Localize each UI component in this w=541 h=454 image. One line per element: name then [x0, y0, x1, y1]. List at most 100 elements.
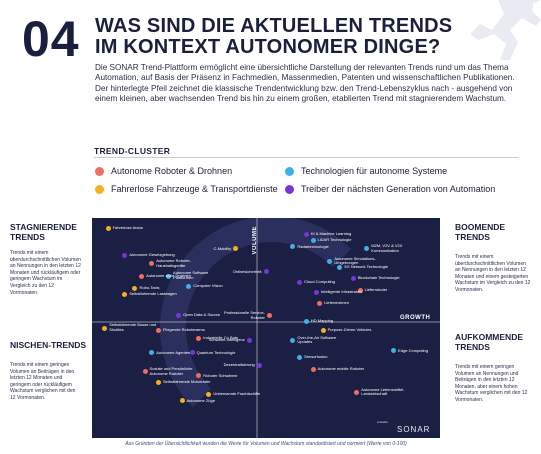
chart-background [92, 218, 440, 438]
trend-point: Blockchain Technologie [350, 274, 400, 281]
trend-label: Quantum Technologie [196, 349, 236, 355]
emerging-title: AUFKOMMENDE TRENDS [455, 332, 523, 352]
trend-dot [364, 246, 370, 252]
trend-dot [155, 327, 161, 333]
booming-title: BOOMENDE TRENDS [455, 222, 506, 242]
brand-small: scalable [377, 420, 389, 424]
trend-label: Autonome Software Plattformen [173, 270, 209, 280]
trend-radar-chart: VOLUME GROWTH Fahrerlose Autos KI & Machi… [92, 218, 440, 438]
trend-label: Autonome Simulations-Umgebungen [334, 255, 376, 266]
trend-label: HD Mapping [310, 318, 334, 324]
stagnating-title: STAGNIERENDE TRENDS [10, 222, 77, 242]
trend-label: Radartechnologie [297, 243, 329, 249]
trend-point: Cloud Computing [297, 278, 335, 285]
trend-dot [246, 337, 252, 343]
trend-dot [166, 273, 172, 279]
trend-point: LiDAR Technologie [310, 237, 352, 244]
trend-dot [186, 283, 192, 289]
trend-dot [196, 335, 202, 341]
legend-item-drivers: Treiber der nächsten Generation von Auto… [285, 184, 495, 194]
trend-dot [102, 325, 108, 331]
trend-label: Open Data & Source [183, 312, 221, 318]
trend-label: Robo-Taxis [139, 285, 160, 291]
title-line-2: IM KONTEXT AUTONOMER DINGE? [95, 36, 441, 58]
runner-watermark [470, 0, 541, 60]
trend-dot [317, 300, 323, 306]
trend-label: Roboter Schwärme [203, 372, 238, 378]
trend-point: Autonome Simulations-Umgebungen [327, 255, 386, 266]
trend-point: Edge Computing [391, 347, 428, 354]
trend-dot [122, 252, 128, 258]
trend-dot [122, 292, 128, 298]
volume-axis-label: VOLUME [252, 226, 258, 255]
trend-dot [105, 225, 111, 231]
legend-label: Autonome Roboter & Drohnen [111, 166, 233, 176]
trend-label: Unbemannte Frachtschiffe [213, 391, 261, 397]
lifecycle-arrow [160, 218, 352, 408]
trend-point: Autonome Lebensmittel-Landwirtschaft [354, 386, 413, 397]
legend-label: Fahrerlose Fahrzeuge & Transportdienste [111, 184, 278, 194]
trend-label: Blockchain Technologie [357, 274, 400, 280]
trend-dot [354, 389, 360, 395]
trend-label: Professionelle Service-Roboter [223, 309, 265, 320]
trend-point: Autonome Agenten [149, 350, 190, 356]
trend-dot [297, 279, 303, 285]
trend-label: Autonome Lebensmittel-Landwirtschaft [361, 386, 405, 397]
trend-point: Autonome Züge [179, 398, 215, 404]
trend-dot [132, 285, 138, 291]
trend-label: Autonome mobile Roboter [317, 366, 365, 372]
trend-dot [327, 258, 333, 264]
trend-point: Purpose-Driven Vehicles [320, 326, 372, 333]
booming-desc: Trends mit einem überdurchschnittlichen … [455, 254, 531, 293]
trend-dot [256, 362, 262, 368]
page-title: WAS SIND DIE AKTUELLEN TRENDS IM KONTEXT… [95, 16, 452, 58]
trend-dot [310, 238, 316, 244]
trend-label: Autonome Gesetzgebung [129, 251, 175, 257]
trend-point: Autonome zivile Drohnen [139, 272, 191, 279]
trend-dot [350, 275, 356, 281]
trend-point: Autonome mobile Roboter [310, 366, 365, 373]
trend-label: KI & Machine Learning [310, 231, 352, 237]
trend-point: Onlinesicherheit [233, 269, 269, 275]
intro-text: Die SONAR Trend-Plattform ermöglicht ein… [95, 63, 515, 103]
trend-dot [391, 348, 397, 354]
trend-dot [206, 392, 212, 398]
trend-dot [263, 269, 269, 275]
legend-dot [95, 166, 104, 176]
trend-label: Lieferdrohnen [324, 299, 349, 305]
trend-label: LiDAR Technologie [317, 237, 352, 243]
trend-label: Schwarm-Intelligenz [208, 337, 245, 343]
trend-point: Selbstfahrende Lastwagen [122, 292, 177, 298]
trend-label: Edge Computing [398, 347, 428, 353]
trend-point: C-Mobility [213, 246, 239, 252]
trend-point: Autonome Gesetzgebung [122, 251, 175, 258]
trend-label: Over-the-Air Software Updates [297, 334, 337, 345]
trend-dot [303, 231, 309, 237]
trend-label: Soziale und Persönliche Autonome Roboter [149, 366, 193, 376]
title-line-1: WAS SIND DIE AKTUELLEN TRENDS [95, 15, 453, 37]
trend-label: Intelligente Infrastruktur [320, 289, 363, 295]
trend-point: Computer Vision [186, 283, 223, 289]
trend-dot [179, 398, 185, 404]
trend-point: Robo-Taxis [132, 286, 159, 291]
trend-point: Selbstfahrende Motorräder [155, 378, 215, 385]
trend-point: Over-the-Air Software Updates [290, 334, 349, 345]
trend-label: Sensorfusion [304, 353, 328, 359]
trend-point: Lieferroboter [357, 288, 387, 294]
stagnating-desc: Trends mit einem überdurchschnittlichen … [10, 250, 81, 296]
trend-point: Unbemannte Frachtschiffe [206, 391, 261, 398]
trend-point: KI & Machine Learning [303, 231, 352, 237]
trend-point: Professionelle Service-Roboter [213, 309, 272, 320]
divider [94, 157, 519, 158]
legend-dot [95, 184, 104, 194]
trend-label: Industrielle Co Bots [203, 335, 238, 341]
trend-point: Autonome Roboter-Haushaltsgeräte [149, 258, 208, 268]
trend-label: Selbstfahrende Motorräder [162, 378, 211, 384]
trend-label: Autonome zivile Drohnen [146, 272, 191, 278]
niche-title: NISCHEN-TRENDS [10, 340, 87, 350]
trend-label: Cloud Computing [304, 278, 335, 284]
trend-label: M2M, V2V & V2X Kommunikation [371, 243, 403, 253]
trend-dot [290, 244, 296, 250]
trend-label: Purpose-Driven Vehicles [327, 326, 372, 332]
trend-label: 5G Network Technologie [344, 264, 388, 270]
